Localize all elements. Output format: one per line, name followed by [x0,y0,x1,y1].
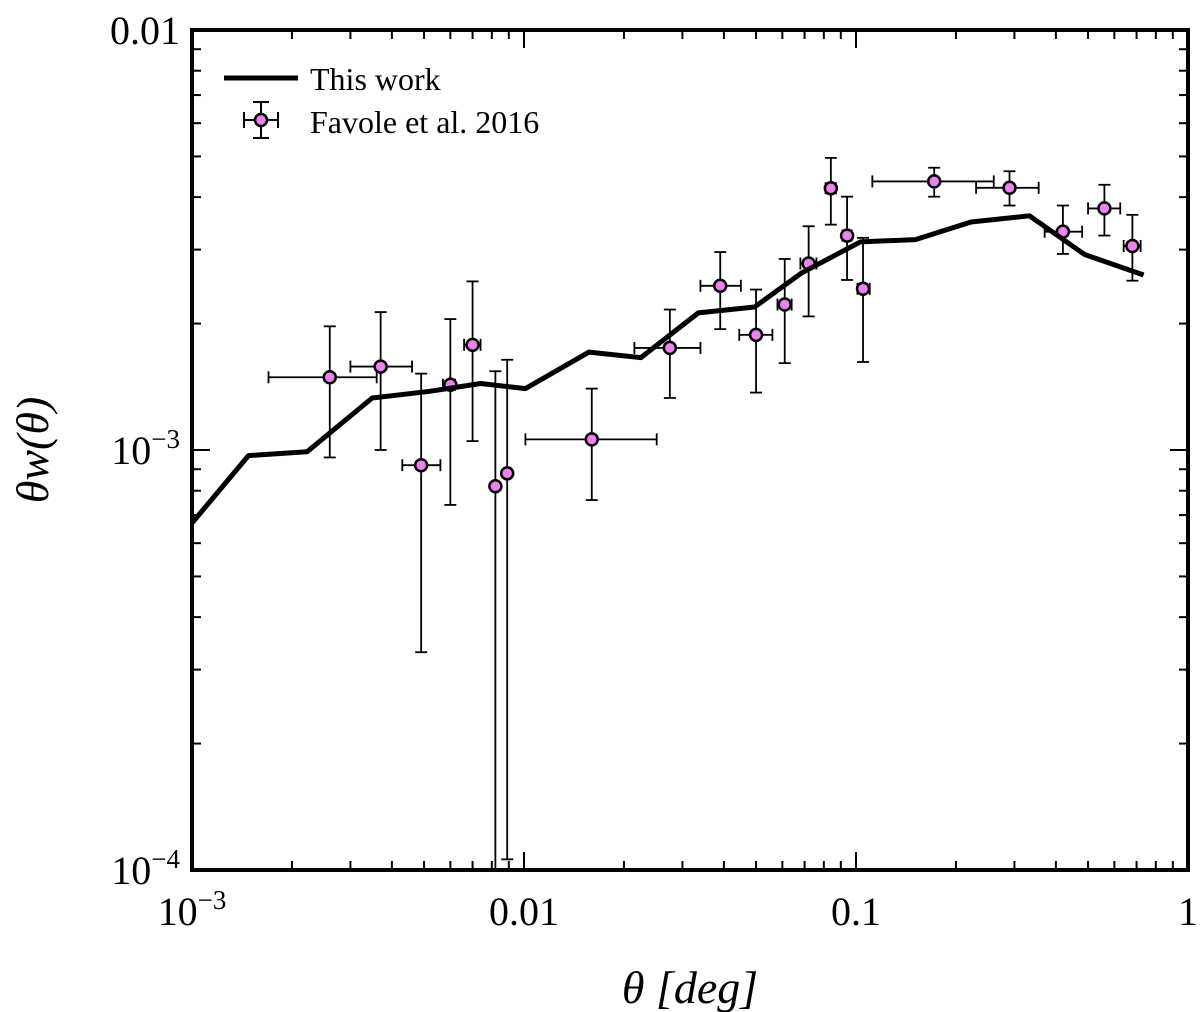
y-tick-label: 0.01 [110,8,180,53]
y-axis-label: θw(θ) [7,397,58,504]
data-point [823,156,839,226]
data-point [855,236,871,363]
plot-area [190,156,1145,871]
data-marker [413,457,429,473]
data-marker [839,228,855,243]
legend: This work Favole et al. 2016 [224,61,539,140]
plot-frame [190,28,1190,872]
axis-ticks [191,30,1188,871]
legend-label-favole: Favole et al. 2016 [310,104,539,140]
x-tick-label: 0.1 [831,889,881,934]
y-tick-label: 10−4 [111,844,180,893]
data-marker [777,297,792,312]
data-point [633,308,702,399]
data-marker [855,281,871,297]
data-marker [584,432,600,447]
y-tick-label: 10−3 [111,424,180,473]
tick-labels: 10−3 0.01 0.1 110−410−30.01 [110,8,1198,934]
data-marker [823,180,839,196]
data-marker [488,478,503,494]
x-tick-label: 10−3 [158,885,227,934]
data-point [349,311,413,451]
data-point [463,280,482,443]
legend-label-this-work: This work [310,61,441,97]
data-marker [499,466,515,481]
data-point [401,372,442,654]
data-marker [662,340,678,356]
x-tick-label: 1 [1178,889,1198,934]
data-marker [748,327,764,343]
data-marker [322,370,338,385]
data-point [776,258,793,365]
data-marker [373,359,388,374]
data-point [839,195,855,281]
legend-errorbar-swatch [243,101,279,139]
data-point [871,166,995,198]
x-tick-label: 0.01 [489,889,559,934]
data-point [442,318,458,506]
data-marker [926,174,942,189]
data-point [1087,183,1122,237]
data-point [499,358,515,861]
data-point [975,170,1040,207]
data-point [699,251,742,331]
series-line-this-work [190,213,1145,525]
x-axis-label: θ [deg] [622,962,758,1012]
legend-marker [253,112,269,128]
data-marker [1097,201,1112,216]
data-marker [1002,180,1017,196]
data-marker [1125,238,1140,254]
data-marker [465,337,480,353]
data-point [488,370,503,871]
data-marker [712,278,728,294]
data-point [524,387,658,501]
